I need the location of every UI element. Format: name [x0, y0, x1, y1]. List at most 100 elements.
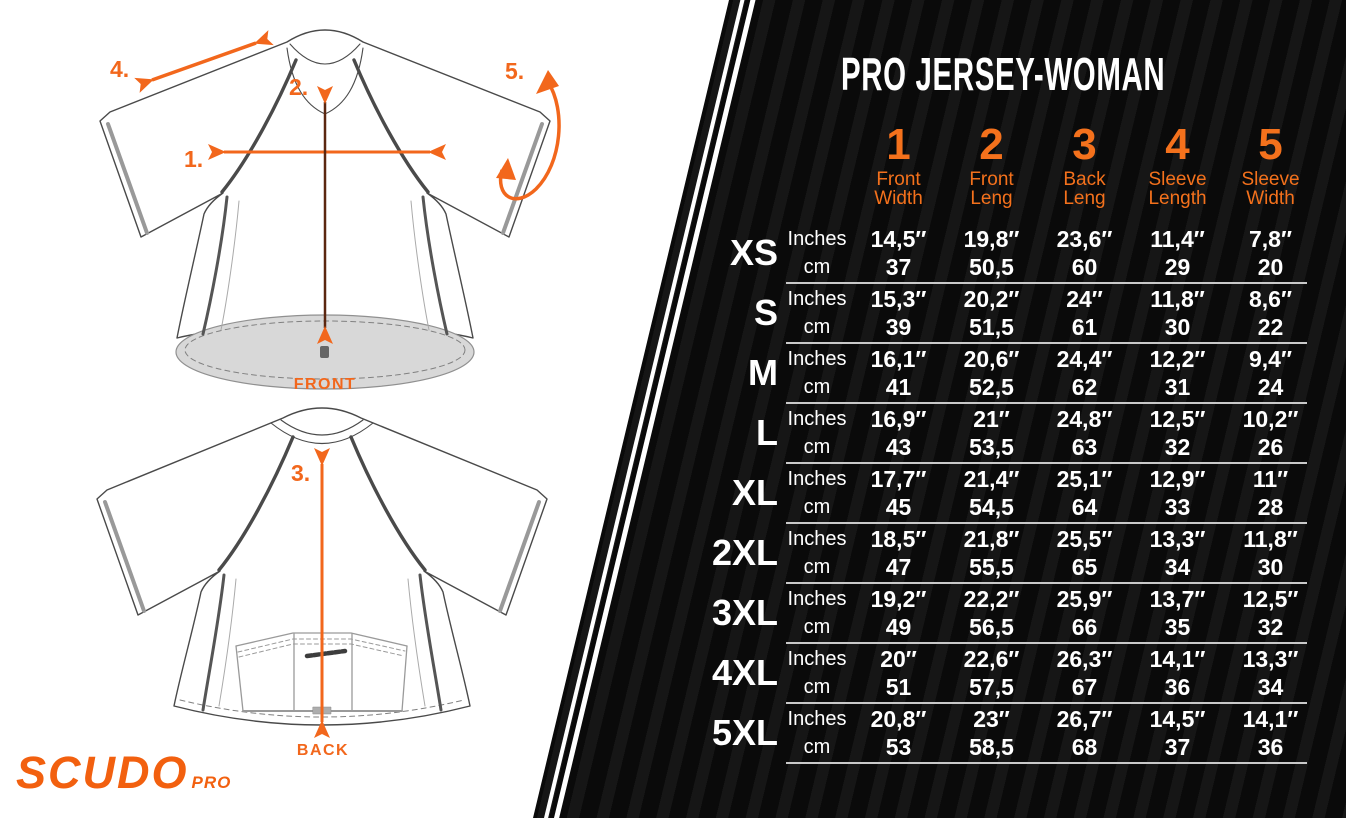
size-label: XL	[731, 472, 778, 513]
measurement-cell: 14,1″ 36	[1131, 643, 1224, 703]
measurement-cell: 12,2″ 31	[1131, 343, 1224, 403]
measurement-cell: 23,6″ 60	[1038, 223, 1131, 283]
brand-logo: SCUDO PRO	[16, 750, 231, 795]
cm-value: 50,5	[969, 254, 1014, 280]
back-raglan-left	[217, 435, 295, 572]
size-label: 3XL	[711, 592, 778, 633]
size-label: 4XL	[711, 652, 778, 693]
unit-cm: cm	[803, 496, 831, 518]
cm-value: 31	[1164, 374, 1191, 400]
inches-value: 11,4″	[1150, 226, 1205, 252]
table-row-3xl: 3XL Inches cm 19,2″ 49 22,2″ 56,5 25,9″ 66 1…	[672, 583, 1317, 644]
unit-labels: Inches cm	[782, 283, 852, 343]
column-label: Sleeve	[1148, 169, 1207, 190]
inches-value: 21,4″	[963, 466, 1020, 492]
column-label: Leng	[1063, 188, 1106, 209]
inches-value: 14,1″	[1242, 706, 1299, 732]
inches-value: 12,5″	[1149, 406, 1206, 432]
column-number: 5	[1258, 120, 1283, 169]
cm-value: 36	[1164, 674, 1191, 700]
measurement-cell: 25,5″ 65	[1038, 523, 1131, 583]
column-4-header: 4 Sleeve Length	[1131, 123, 1224, 209]
back-collar-band	[280, 419, 364, 436]
cm-value: 37	[1164, 734, 1191, 760]
cm-value: 20	[1257, 254, 1284, 280]
inches-value: 24,8″	[1056, 406, 1113, 432]
measurement-cell: 14,1″ 36	[1224, 703, 1317, 763]
cm-value: 57,5	[969, 674, 1014, 700]
back-caption: BACK	[296, 742, 350, 759]
marker-1-label: 1.	[184, 146, 204, 172]
cm-value: 53	[885, 734, 912, 760]
inches-value: 23″	[973, 706, 1010, 732]
inches-value: 20,8″	[870, 706, 927, 732]
arrow-5-head-bottom	[496, 158, 516, 180]
measurement-cell: 20,2″ 51,5	[945, 283, 1038, 343]
cm-value: 28	[1257, 494, 1284, 520]
size-label: M	[748, 352, 778, 393]
back-raglan-right	[349, 435, 427, 572]
back-side-seam-left	[201, 573, 226, 712]
unit-cm: cm	[803, 676, 831, 698]
inches-value: 10,2″	[1242, 406, 1299, 432]
measurement-cell: 24″ 61	[1038, 283, 1131, 343]
measurement-cell: 11″ 28	[1224, 463, 1317, 523]
measurement-cell: 13,3″ 34	[1224, 643, 1317, 703]
cm-value: 41	[885, 374, 912, 400]
unit-inches: Inches	[787, 228, 847, 250]
cm-value: 49	[885, 614, 912, 640]
unit-inches: Inches	[787, 648, 847, 670]
unit-labels: Inches cm	[782, 583, 852, 643]
cm-value: 64	[1071, 494, 1098, 520]
measurement-cell: 8,6″ 22	[1224, 283, 1317, 343]
marker-4-label: 4.	[110, 56, 130, 82]
back-cuff-left	[103, 500, 146, 613]
measurement-cell: 21,8″ 55,5	[945, 523, 1038, 583]
inches-value: 18,5″	[870, 526, 927, 552]
unit-labels: Inches cm	[782, 523, 852, 583]
cm-value: 53,5	[969, 434, 1014, 460]
measurement-cell: 22,2″ 56,5	[945, 583, 1038, 643]
jersey-diagrams	[96, 29, 561, 738]
unit-labels: Inches cm	[782, 643, 852, 703]
column-label: Leng	[970, 188, 1013, 209]
unit-labels: Inches cm	[782, 463, 852, 523]
inches-value: 26,7″	[1056, 706, 1113, 732]
inches-value: 13,3″	[1242, 646, 1299, 672]
back-side-seam-right	[418, 573, 443, 712]
measurement-cell: 19,2″ 49	[852, 583, 945, 643]
brand-name: SCUDO	[16, 747, 189, 798]
back-cuff-right	[498, 500, 541, 613]
column-label: Length	[1148, 188, 1207, 209]
unit-cm: cm	[803, 736, 831, 758]
cm-value: 67	[1071, 674, 1098, 700]
cm-value: 32	[1164, 434, 1191, 460]
inches-value: 25,9″	[1056, 586, 1113, 612]
inches-value: 12,2″	[1149, 346, 1206, 372]
cm-value: 65	[1071, 554, 1098, 580]
inches-value: 20,6″	[963, 346, 1020, 372]
front-cuff-right	[501, 122, 544, 235]
cm-value: 26	[1257, 434, 1284, 460]
measurement-cell: 20,6″ 52,5	[945, 343, 1038, 403]
inches-value: 22,2″	[963, 586, 1020, 612]
unit-inches: Inches	[787, 408, 847, 430]
cm-value: 66	[1071, 614, 1098, 640]
cm-value: 54,5	[969, 494, 1014, 520]
inches-value: 11,8″	[1150, 286, 1205, 312]
unit-cm: cm	[803, 436, 831, 458]
measurement-cell: 20,8″ 53	[852, 703, 945, 763]
column-5-header: 5 Sleeve Width	[1224, 120, 1317, 209]
table-row-4xl: 4XL Inches cm 20″ 51 22,6″ 57,5 26,3″ 67 14,…	[672, 643, 1317, 704]
cm-value: 51,5	[969, 314, 1014, 340]
inches-value: 15,3″	[870, 286, 927, 312]
unit-cm: cm	[803, 256, 831, 278]
cm-value: 32	[1257, 614, 1284, 640]
measurement-cell: 26,3″ 67	[1038, 643, 1131, 703]
unit-labels: Inches cm	[782, 343, 852, 403]
cm-value: 35	[1164, 614, 1191, 640]
unit-labels: Inches cm	[782, 223, 852, 283]
cm-value: 39	[885, 314, 912, 340]
column-label: Front	[969, 169, 1014, 190]
